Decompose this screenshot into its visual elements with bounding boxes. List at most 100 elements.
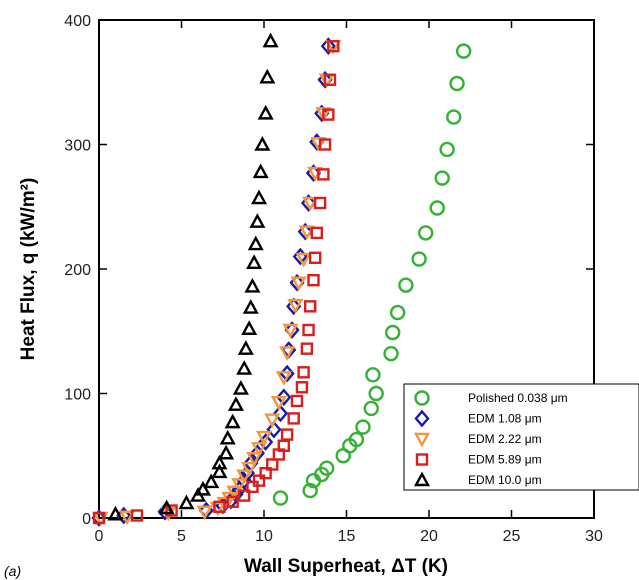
- data-point: [272, 404, 289, 423]
- legend-label: EDM 1.08 μm: [468, 412, 542, 426]
- data-point: [236, 469, 253, 485]
- data-point: [368, 385, 384, 402]
- data-point: [298, 225, 315, 241]
- data-point: [272, 490, 289, 506]
- legend-marker: [413, 471, 431, 487]
- x-tick-label: 5: [177, 528, 186, 545]
- data-point: [302, 323, 315, 337]
- data-point: [246, 480, 259, 494]
- data-point: [319, 460, 335, 476]
- data-point: [286, 297, 302, 316]
- data-point: [252, 474, 266, 487]
- data-point: [455, 43, 472, 59]
- x-tick-label: 15: [338, 528, 356, 545]
- x-tick-label: 25: [503, 528, 521, 545]
- series-4: [107, 32, 279, 521]
- legend-marker: [414, 390, 430, 406]
- x-tick-label: 20: [420, 528, 438, 545]
- data-point: [275, 371, 292, 386]
- data-point: [213, 500, 226, 513]
- data-point: [317, 168, 330, 181]
- x-tick-label: 30: [585, 528, 603, 545]
- data-point: [439, 141, 455, 158]
- data-point: [320, 37, 336, 55]
- data-point: [226, 495, 239, 509]
- data-point: [322, 108, 335, 121]
- data-point: [308, 251, 322, 264]
- legend-label: EDM 2.22 μm: [468, 432, 542, 446]
- data-point: [264, 413, 281, 429]
- data-point: [287, 298, 304, 314]
- data-point: [295, 252, 312, 268]
- data-point: [157, 502, 173, 521]
- legend: Polished 0.038 μm EDM 1.08 μm EDM 2.22 μm E…: [403, 383, 639, 491]
- data-point: [446, 109, 462, 125]
- data-point: [218, 444, 235, 460]
- data-point: [211, 463, 228, 479]
- data-point: [277, 439, 290, 452]
- data-point: [252, 163, 269, 179]
- data-point: [251, 189, 268, 205]
- y-tick-label: 300: [64, 138, 91, 155]
- data-point: [178, 494, 195, 510]
- data-point: [232, 380, 249, 395]
- data-point: [241, 462, 258, 477]
- data-point: [411, 251, 427, 267]
- x-tick-label: 10: [255, 528, 273, 545]
- series-1: [91, 37, 336, 527]
- legend-marker: [414, 409, 430, 428]
- data-point: [246, 452, 263, 467]
- data-point: [290, 276, 307, 292]
- legend-marker: [415, 453, 429, 466]
- data-point: [307, 274, 320, 287]
- data-point: [246, 254, 263, 269]
- data-point: [221, 491, 238, 507]
- data-point: [211, 454, 228, 470]
- data-point: [279, 346, 296, 361]
- data-point: [389, 304, 406, 321]
- data-point: [398, 277, 414, 293]
- x-axis-title: Wall Superheat, ΔT (K): [244, 556, 448, 577]
- data-point: [315, 107, 332, 122]
- legend-marker: [413, 432, 431, 448]
- data-point: [429, 200, 445, 216]
- data-point: [385, 324, 401, 341]
- series-0: [272, 43, 472, 506]
- data-point: [92, 511, 106, 525]
- data-point: [194, 480, 211, 496]
- data-point: [241, 320, 258, 335]
- data-point: [259, 68, 276, 84]
- data-point: [276, 388, 292, 407]
- data-point: [224, 413, 241, 429]
- data-point: [383, 345, 399, 362]
- legend-label: Polished 0.038 μm: [468, 391, 568, 405]
- data-point: [270, 396, 287, 411]
- data-point: [259, 466, 272, 480]
- data-point: [196, 505, 213, 521]
- y-tick-label: 400: [64, 13, 91, 30]
- y-axis-title: Heat Flux, q (kW/m²): [18, 178, 39, 361]
- data-points: [91, 32, 472, 527]
- data-point: [107, 505, 124, 521]
- data-point: [203, 473, 220, 489]
- data-point: [266, 458, 279, 471]
- data-point: [255, 430, 273, 446]
- series-3: [92, 39, 340, 525]
- data-point: [237, 489, 251, 502]
- data-point: [119, 510, 136, 526]
- data-point: [251, 442, 268, 457]
- data-point: [236, 360, 253, 375]
- legend-label: EDM 5.89 μm: [468, 453, 542, 467]
- data-point: [300, 342, 314, 355]
- legend-box: [403, 383, 639, 491]
- panel-label: (a): [4, 563, 21, 579]
- data-point: [227, 396, 244, 411]
- data-point: [318, 138, 332, 151]
- series-2: [92, 39, 342, 527]
- data-point: [355, 419, 371, 435]
- x-tick-label: 0: [95, 528, 104, 545]
- data-point: [290, 394, 304, 408]
- data-point: [313, 196, 327, 210]
- data-point: [304, 300, 317, 313]
